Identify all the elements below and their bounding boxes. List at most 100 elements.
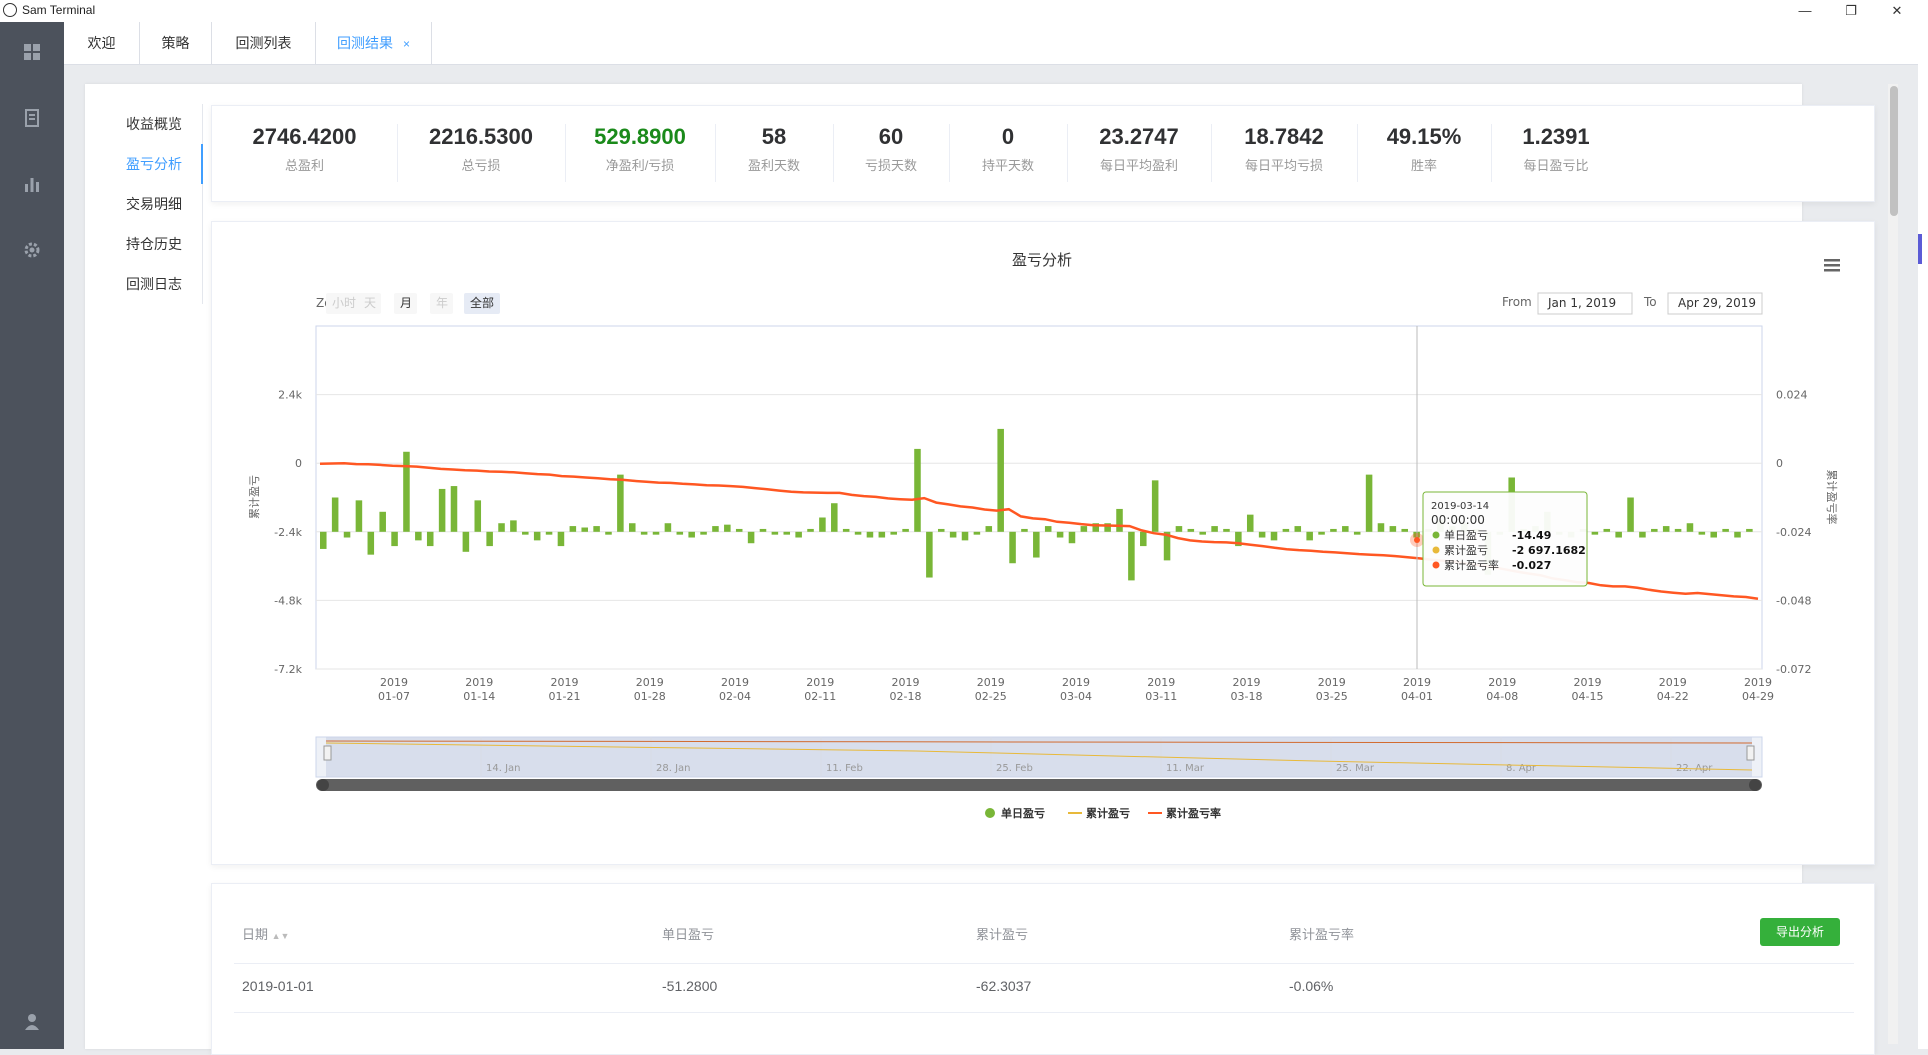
navigator-label: 25. Mar <box>1336 763 1375 774</box>
export-analysis-button[interactable]: 导出分析 <box>1760 918 1840 946</box>
zoom-button-bg[interactable] <box>394 293 417 314</box>
right-edge <box>1918 22 1928 1049</box>
pnl-bar <box>973 531 981 535</box>
chart-title: 盈亏分析 <box>1012 251 1072 269</box>
zoom-button-bg[interactable] <box>326 293 362 314</box>
x-tick-date: 04-01 <box>1401 690 1433 703</box>
tab-welcome[interactable]: 欢迎 <box>64 22 140 64</box>
scrollbar-thumb[interactable] <box>1890 86 1898 216</box>
pnl-bar <box>652 531 660 535</box>
pnl-bar <box>724 524 731 532</box>
pnl-bar <box>949 531 957 538</box>
app-sidebar <box>0 22 64 1049</box>
scrollbar-track[interactable] <box>1888 84 1898 1044</box>
minimize-button[interactable]: — <box>1798 3 1812 18</box>
stat-net-pnl: 529.8900 净盈利/亏损 <box>565 124 716 182</box>
pnl-bar <box>1674 528 1682 532</box>
pnl-bar <box>1627 497 1634 532</box>
stat-value: 18.7842 <box>1244 124 1324 149</box>
scroll-left-button[interactable] <box>317 779 329 791</box>
pnl-bar <box>1294 526 1302 532</box>
tooltip-series-dot <box>1432 531 1440 539</box>
tooltip-box <box>1422 491 1588 587</box>
pnl-bar <box>1258 531 1266 538</box>
nav-returns-overview[interactable]: 收益概览 <box>100 104 203 144</box>
tab-backtest-list[interactable]: 回测列表 <box>212 22 316 64</box>
dashboard-icon[interactable] <box>22 42 42 62</box>
nav-trade-details[interactable]: 交易明细 <box>100 184 203 224</box>
header-divider <box>234 963 1854 964</box>
pnl-bar <box>320 531 327 549</box>
restore-button[interactable]: ❐ <box>1845 3 1857 18</box>
pnl-bar <box>926 531 933 578</box>
stat-value: 2216.5300 <box>429 124 533 149</box>
navigator-selection[interactable] <box>326 737 1752 777</box>
stat-total-loss: 2216.5300 总亏损 <box>397 124 566 182</box>
stat-label: 盈利天数 <box>747 158 800 173</box>
legend-item[interactable]: 累计盈亏 <box>1086 806 1130 820</box>
x-tick-date: 03-25 <box>1316 690 1348 703</box>
zoom-button-bg[interactable] <box>430 293 453 314</box>
zoom-button[interactable]: 小时 <box>332 296 356 310</box>
stat-loss-days: 60 亏损天数 <box>833 124 950 182</box>
from-date-input[interactable] <box>1537 292 1633 315</box>
legend-bar-symbol[interactable] <box>985 808 995 818</box>
header-date[interactable]: 日期 ▲▼ <box>242 924 289 943</box>
legend-item[interactable]: 单日盈亏 <box>1001 806 1045 820</box>
stat-label: 持平天数 <box>981 158 1034 173</box>
user-icon[interactable] <box>22 1012 42 1032</box>
legend-item[interactable]: 累计盈亏率 <box>1166 806 1221 820</box>
tab-strategy[interactable]: 策略 <box>140 22 212 64</box>
pnl-bar <box>355 500 363 532</box>
stat-label: 总盈利 <box>284 158 324 173</box>
pnl-bar <box>1342 526 1349 532</box>
stat-label: 亏损天数 <box>864 158 917 173</box>
zoom-button-bg[interactable] <box>464 293 500 314</box>
pnl-bar <box>1092 523 1100 532</box>
header-daily-pnl: 单日盈亏 <box>662 927 715 942</box>
pnl-bar <box>486 531 493 547</box>
pnl-bar <box>391 531 398 547</box>
zoom-button[interactable]: 天 <box>364 296 376 310</box>
stat-label: 总亏损 <box>461 158 501 173</box>
hamburger-menu-icon[interactable] <box>1824 259 1840 272</box>
to-date-input[interactable] <box>1667 292 1763 315</box>
navigator-scrollbar[interactable] <box>316 779 1762 791</box>
nav-backtest-log[interactable]: 回测日志 <box>100 264 203 304</box>
pnl-bar <box>379 511 386 532</box>
pnl-table-card: 日期 ▲▼ 单日盈亏 累计盈亏 累计盈亏率 导出分析 2019-01-01 -5… <box>211 883 1875 1055</box>
zoom-button[interactable]: 月 <box>400 296 412 310</box>
pnl-bar <box>1128 531 1135 581</box>
x-tick-date: 01-28 <box>634 690 666 703</box>
y-right-tick-label: -0.072 <box>1776 663 1811 676</box>
pnl-bar <box>628 523 636 532</box>
navigator-right-handle[interactable] <box>1746 745 1755 761</box>
navigator-left-handle[interactable] <box>323 745 332 761</box>
pnl-bar <box>1389 526 1397 532</box>
nav-pnl-analysis[interactable]: 盈亏分析 <box>100 144 203 184</box>
zoom-button-bg[interactable] <box>358 293 381 314</box>
tooltip-series-name: 累计盈亏 <box>1444 544 1488 557</box>
scroll-right-button[interactable] <box>1749 779 1761 791</box>
close-window-button[interactable]: ✕ <box>1891 3 1903 18</box>
header-cum-pnl: 累计盈亏 <box>976 927 1029 942</box>
pnl-bar <box>961 531 969 541</box>
tab-close-icon[interactable]: × <box>402 37 410 51</box>
gear-icon[interactable] <box>22 240 42 260</box>
zoom-button[interactable]: 全部 <box>470 295 494 310</box>
pnl-bar <box>545 531 553 535</box>
document-icon[interactable] <box>22 108 42 128</box>
pnl-bar <box>640 531 648 535</box>
tab-label: 回测列表 <box>235 35 292 51</box>
bar-chart-icon[interactable] <box>22 174 42 194</box>
pnl-bar <box>462 531 470 552</box>
tab-backtest-result[interactable]: 回测结果 × <box>316 22 432 64</box>
nav-position-history[interactable]: 持仓历史 <box>100 224 203 264</box>
sort-caret-icon[interactable]: ▲▼ <box>271 931 290 941</box>
zoom-button[interactable]: 年 <box>436 296 448 310</box>
pnl-bar <box>759 528 767 532</box>
pnl-bar <box>1377 523 1385 532</box>
cell-cum-pnl-rate: -0.06% <box>1289 978 1334 994</box>
